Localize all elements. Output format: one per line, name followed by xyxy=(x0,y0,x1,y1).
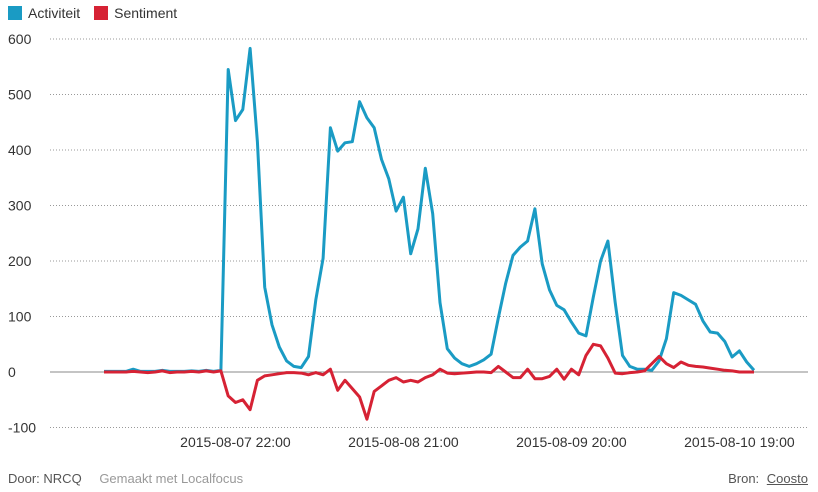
x-axis-tick-labels: 2015-08-07 22:00 2015-08-08 21:00 2015-08-… xyxy=(180,434,795,450)
series-line-sentiment[interactable] xyxy=(104,342,754,421)
line-chart: -100 0 100 200 300 400 500 600 2015-08-07 22:00… xyxy=(8,31,808,450)
bron-label: Bron: xyxy=(728,471,760,486)
grid-lines xyxy=(50,38,808,428)
footer-credits: Door: NRCQ Gemaakt met Localfocus xyxy=(8,471,243,486)
made-with-credit[interactable]: Gemaakt met Localfocus xyxy=(99,471,244,486)
y-tick-label: -100 xyxy=(8,420,36,436)
legend-label-activiteit: Activiteit xyxy=(28,5,81,21)
series-line-activiteit[interactable] xyxy=(104,46,756,373)
x-tick-label: 2015-08-10 19:00 xyxy=(684,434,795,450)
y-tick-label: 200 xyxy=(8,253,32,269)
chart-legend: Activiteit Sentiment xyxy=(8,5,177,21)
y-tick-label: 400 xyxy=(8,142,32,158)
y-axis-tick-labels: -100 0 100 200 300 400 500 600 xyxy=(8,31,36,436)
x-tick-label: 2015-08-08 21:00 xyxy=(348,434,459,450)
y-tick-label: 500 xyxy=(8,87,32,103)
footer-source: Bron: Coosto xyxy=(728,471,808,486)
x-tick-label: 2015-08-07 22:00 xyxy=(180,434,291,450)
bron-link[interactable]: Coosto xyxy=(766,471,808,486)
x-tick-label: 2015-08-09 20:00 xyxy=(516,434,627,450)
y-tick-label: 600 xyxy=(8,31,32,47)
series-lines xyxy=(104,46,756,421)
y-tick-label: 100 xyxy=(8,309,32,325)
legend-label-sentiment: Sentiment xyxy=(114,5,178,21)
legend-item-sentiment[interactable]: Sentiment xyxy=(94,5,177,21)
source-credit: Door: NRCQ xyxy=(8,471,82,486)
legend-swatch-sentiment xyxy=(94,6,109,20)
y-tick-label: 0 xyxy=(8,364,16,380)
legend-item-activiteit[interactable]: Activiteit xyxy=(8,5,80,21)
y-tick-label: 300 xyxy=(8,198,32,214)
legend-swatch-activiteit xyxy=(8,6,22,20)
